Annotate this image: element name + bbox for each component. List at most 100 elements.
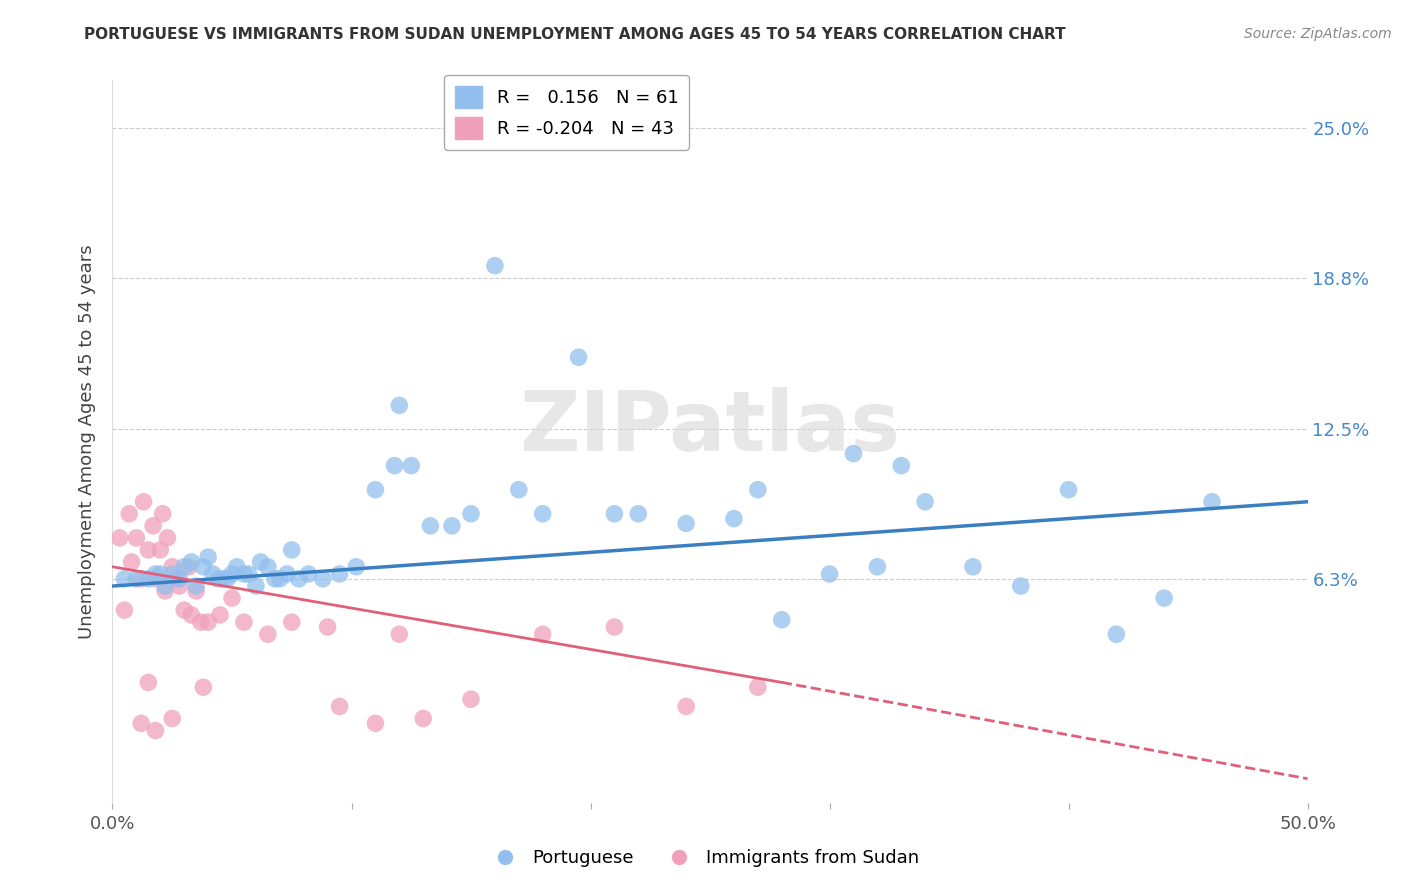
Point	[962, 559, 984, 574]
Point	[190, 615, 212, 630]
Point	[249, 555, 271, 569]
Point	[297, 567, 319, 582]
Point	[138, 675, 160, 690]
Legend: R =   0.156   N = 61, R = -0.204   N = 43: R = 0.156 N = 61, R = -0.204 N = 43	[444, 75, 689, 150]
Point	[531, 627, 554, 641]
Point	[440, 518, 463, 533]
Point	[173, 603, 195, 617]
Point	[412, 712, 434, 726]
Point	[460, 507, 482, 521]
Point	[675, 699, 697, 714]
Point	[225, 559, 247, 574]
Point	[747, 483, 769, 497]
Point	[627, 507, 650, 521]
Point	[233, 615, 256, 630]
Point	[152, 507, 174, 521]
Text: PORTUGUESE VS IMMIGRANTS FROM SUDAN UNEMPLOYMENT AMONG AGES 45 TO 54 YEARS CORRE: PORTUGUESE VS IMMIGRANTS FROM SUDAN UNEM…	[84, 27, 1066, 42]
Point	[108, 531, 131, 545]
Point	[281, 615, 304, 630]
Point	[238, 567, 260, 582]
Point	[145, 723, 167, 738]
Point	[288, 572, 311, 586]
Point	[245, 579, 267, 593]
Point	[162, 712, 183, 726]
Point	[129, 572, 152, 586]
Point	[1057, 483, 1080, 497]
Point	[121, 555, 143, 569]
Point	[1201, 494, 1223, 508]
Point	[866, 559, 889, 574]
Point	[162, 559, 183, 574]
Point	[169, 579, 191, 593]
Point	[460, 692, 482, 706]
Point	[177, 559, 200, 574]
Point	[153, 583, 176, 598]
Point	[675, 516, 697, 531]
Point	[914, 494, 936, 508]
Point	[149, 542, 172, 557]
Point	[384, 458, 406, 473]
Point	[818, 567, 841, 582]
Point	[364, 716, 387, 731]
Point	[217, 572, 239, 586]
Point	[890, 458, 912, 473]
Point	[568, 350, 591, 364]
Point	[142, 518, 165, 533]
Point	[145, 572, 167, 586]
Point	[145, 567, 167, 582]
Point	[329, 567, 352, 582]
Legend: Portuguese, Immigrants from Sudan: Portuguese, Immigrants from Sudan	[479, 842, 927, 874]
Point	[156, 531, 179, 545]
Point	[257, 559, 280, 574]
Point	[257, 627, 280, 641]
Point	[316, 620, 339, 634]
Point	[312, 572, 335, 586]
Point	[484, 259, 506, 273]
Point	[221, 567, 243, 582]
Point	[180, 555, 202, 569]
Point	[186, 579, 208, 593]
Point	[747, 680, 769, 694]
Point	[129, 716, 152, 731]
Point	[114, 603, 135, 617]
Point	[344, 559, 367, 574]
Point	[329, 699, 352, 714]
Point	[211, 572, 233, 586]
Point	[364, 483, 387, 497]
Point	[166, 572, 188, 586]
Point	[173, 559, 195, 574]
Point	[221, 591, 243, 606]
Point	[842, 446, 865, 460]
Point	[388, 398, 411, 412]
Point	[401, 458, 423, 473]
Point	[281, 542, 304, 557]
Point	[209, 607, 232, 622]
Point	[603, 507, 626, 521]
Point	[1153, 591, 1175, 606]
Point	[233, 567, 256, 582]
Point	[118, 507, 141, 521]
Point	[114, 572, 135, 586]
Point	[125, 531, 148, 545]
Point	[419, 518, 441, 533]
Point	[138, 542, 160, 557]
Point	[264, 572, 287, 586]
Text: ZIPatlas: ZIPatlas	[520, 386, 900, 467]
Point	[269, 572, 291, 586]
Point	[197, 615, 219, 630]
Point	[193, 680, 215, 694]
Point	[723, 511, 745, 525]
Point	[180, 607, 202, 622]
Point	[603, 620, 626, 634]
Point	[186, 583, 208, 598]
Point	[138, 572, 160, 586]
Point	[153, 579, 176, 593]
Point	[169, 572, 191, 586]
Y-axis label: Unemployment Among Ages 45 to 54 years: Unemployment Among Ages 45 to 54 years	[77, 244, 96, 639]
Point	[770, 613, 793, 627]
Point	[1010, 579, 1032, 593]
Point	[1105, 627, 1128, 641]
Point	[149, 567, 172, 582]
Point	[388, 627, 411, 641]
Point	[276, 567, 298, 582]
